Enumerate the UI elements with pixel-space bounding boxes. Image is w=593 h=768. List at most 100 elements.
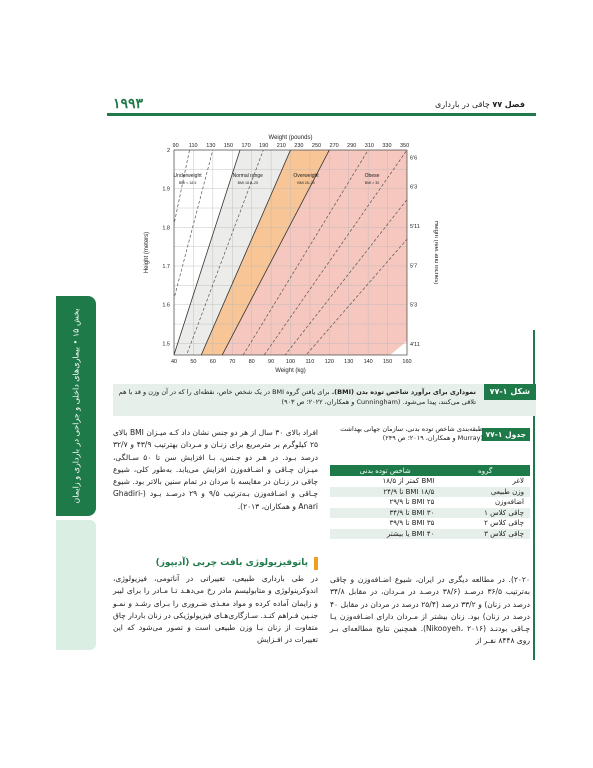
table-row: لاغر BMI کمتر از ۱۸/۵ <box>330 476 530 487</box>
table-row: اضافه‌وزن BMI ۲۵ تا ۲۹/۹ <box>330 497 530 508</box>
right-rule <box>533 330 535 660</box>
x-tick-label-kg: 110 <box>306 359 315 365</box>
table-row: چاقی کلاس ۲ BMI ۳۵ تا ۳۹/۹ <box>330 518 530 529</box>
table-header-row: گروه شاخص توده بدنی <box>330 465 530 476</box>
y-tick-label-m: 1.6 <box>162 303 170 309</box>
x-tick-label-lb: 350 <box>400 143 409 149</box>
side-strip <box>56 520 96 650</box>
chapter-heading: فصل ۷۷ چاقی در بارداری <box>435 100 525 109</box>
bmi-region-overweight <box>201 150 330 355</box>
table-row: چاقی کلاس ۱ BMI ۳۰ تا ۳۴/۹ <box>330 507 530 518</box>
y-tick-label-ft: 6'3 <box>410 185 417 191</box>
figure-caption: شکل ۱-۷۷ نموداری برای برآورد شاخص توده ب… <box>113 384 536 416</box>
x-tick-label-lb: 150 <box>224 143 233 149</box>
table-row: وزن طبیعی BMI ۱۸/۵ تا ۲۴/۹ <box>330 486 530 497</box>
body-paragraph: افراد بالای ۳۰ سال از هر دو جنس نشان داد… <box>113 428 319 511</box>
x-tick-label-kg: 160 <box>402 359 411 365</box>
table-header-cell: شاخص توده بدنی <box>330 465 441 476</box>
x-tick-label-kg: 80 <box>249 359 255 365</box>
x-tick-label-kg: 150 <box>383 359 392 365</box>
figure-description: برای یافتن گروه BMI در یک شخص خاص، نقطه‌… <box>118 388 476 406</box>
region-range-label: BMI 25–30 <box>297 181 314 185</box>
body-paragraph: در طی بارداری طبیعی، تغییراتی در آناتومی… <box>113 574 318 645</box>
y-axis-title-ft: Height (feet and inches) <box>433 221 438 285</box>
y-tick-label-ft: 5'11 <box>410 224 420 230</box>
region-range-label: BMI 18.5–25 <box>238 181 258 185</box>
bmi-dashed-line <box>242 150 369 355</box>
x-tick-label-kg: 140 <box>364 359 373 365</box>
x-tick-label-kg: 90 <box>268 359 274 365</box>
region-label: Overweight <box>293 173 319 179</box>
table-cell-bmi: BMI ۳۰ تا ۳۴/۹ <box>330 507 441 518</box>
x-tick-label-lb: 190 <box>259 143 268 149</box>
x-tick-label-lb: 130 <box>206 143 215 149</box>
x-axis-title-lb: Weight (pounds) <box>269 135 313 141</box>
y-tick-label-m: 1.5 <box>162 341 170 347</box>
x-tick-label-lb: 250 <box>312 143 321 149</box>
chapter-number: ۷۷ <box>492 100 503 109</box>
table-cell-bmi: BMI کمتر از ۱۸/۵ <box>382 477 435 486</box>
table-cell-group: اضافه‌وزن <box>494 498 524 507</box>
table-cell-group: چاقی کلاس ۱ <box>440 507 530 518</box>
table-cell-group: لاغر <box>512 477 524 486</box>
y-tick-label-m: 1.9 <box>162 187 170 193</box>
plot-frame <box>173 149 408 356</box>
chapter-label: فصل <box>504 100 525 109</box>
x-tick-label-lb: 230 <box>294 143 303 149</box>
table-header-cell: گروه <box>440 465 530 476</box>
region-label: Normal range <box>233 173 264 179</box>
section-heading: پاتوفیزیولوژی بافت چربی (آدیپوز) <box>130 557 318 570</box>
table-row: چاقی کلاس ۳ BMI ۴۰ یا بیشتر <box>330 528 530 539</box>
y-axis-title-m: Height (meters) <box>144 232 150 273</box>
x-tick-label-lb: 210 <box>277 143 286 149</box>
figure-caption-text: نموداری برای برآورد شاخص توده بدن (BMI).… <box>118 387 476 407</box>
y-tick-label-ft: 5'3 <box>410 303 417 309</box>
part-side-tab-label: بخش ۱۵ • بیماری‌های داخلی و جراحی در بار… <box>71 308 81 504</box>
region-label: Underweight <box>174 173 203 179</box>
bmi-boundary-line <box>174 150 241 355</box>
y-tick-label-ft: 4'11 <box>410 342 420 348</box>
x-tick-label-lb: 290 <box>347 143 356 149</box>
y-tick-label-m: 1.8 <box>162 225 170 231</box>
table-cell-bmi: BMI ۱۸/۵ تا ۲۴/۹ <box>330 486 441 497</box>
x-axis-title-kg: Weight (kg) <box>275 368 306 374</box>
bmi-dashed-line <box>186 150 264 355</box>
part-side-tab: بخش ۱۵ • بیماری‌های داخلی و جراحی در بار… <box>56 296 96 516</box>
bmi-table: گروه شاخص توده بدنی لاغر BMI کمتر از ۱۸/۵… <box>330 465 530 539</box>
table-cell-bmi: BMI ۴۰ یا بیشتر <box>330 528 441 539</box>
chapter-title: چاقی در بارداری <box>435 100 490 109</box>
y-tick-label-ft: 6'6 <box>410 155 417 161</box>
x-tick-label-lb: 170 <box>241 143 250 149</box>
bmi-boundary-line <box>200 150 291 355</box>
body-paragraph: ۲۰۲۰). در مطالعه دیگری در ایران، شیوع اض… <box>330 575 530 646</box>
y-tick-label-ft: 5'7 <box>410 263 417 269</box>
x-tick-label-kg: 100 <box>286 359 295 365</box>
table-caption: طبقه‌بندی شاخص توده بدنی، سازمان جهانی ب… <box>340 425 483 442</box>
x-tick-label-lb: 330 <box>382 143 391 149</box>
table-tag: جدول ۱-۷۷ <box>481 428 530 441</box>
x-tick-label-kg: 60 <box>210 359 216 365</box>
table-cell-bmi: BMI ۲۵ تا ۲۹/۹ <box>389 498 435 507</box>
x-tick-label-kg: 70 <box>229 359 235 365</box>
bmi-region-obese <box>222 150 407 355</box>
bmi-boundary-line <box>221 150 330 355</box>
y-tick-label-m: 1.7 <box>162 264 170 270</box>
region-label: Obese <box>365 173 380 179</box>
table-cell-group: چاقی کلاس ۳ <box>440 528 530 539</box>
region-range-label: BMI > 30 <box>365 181 379 185</box>
bmi-chart: Underweight BMI < 18.5 Normal range BMI 18.… <box>144 135 438 374</box>
table-cell-group: وزن طبیعی <box>440 486 530 497</box>
figure-tag: شکل ۱-۷۷ <box>483 384 536 400</box>
x-tick-label-kg: 130 <box>344 359 353 365</box>
x-tick-label-kg: 120 <box>325 359 334 365</box>
page-number: ۱۹۹۳ <box>113 96 144 112</box>
x-tick-label-lb: 310 <box>365 143 374 149</box>
table-cell-group: چاقی کلاس ۲ <box>484 519 524 528</box>
table-cell-bmi: BMI ۳۵ تا ۳۹/۹ <box>389 519 435 528</box>
y-tick-label-m: 2 <box>167 148 170 154</box>
x-tick-label-kg: 40 <box>171 359 177 365</box>
figure-title: نموداری برای برآورد شاخص توده بدن (BMI). <box>331 388 476 396</box>
x-tick-label-lb: 270 <box>330 143 339 149</box>
x-tick-label-lb: 110 <box>189 143 198 149</box>
region-range-label: BMI < 18.5 <box>179 181 196 185</box>
